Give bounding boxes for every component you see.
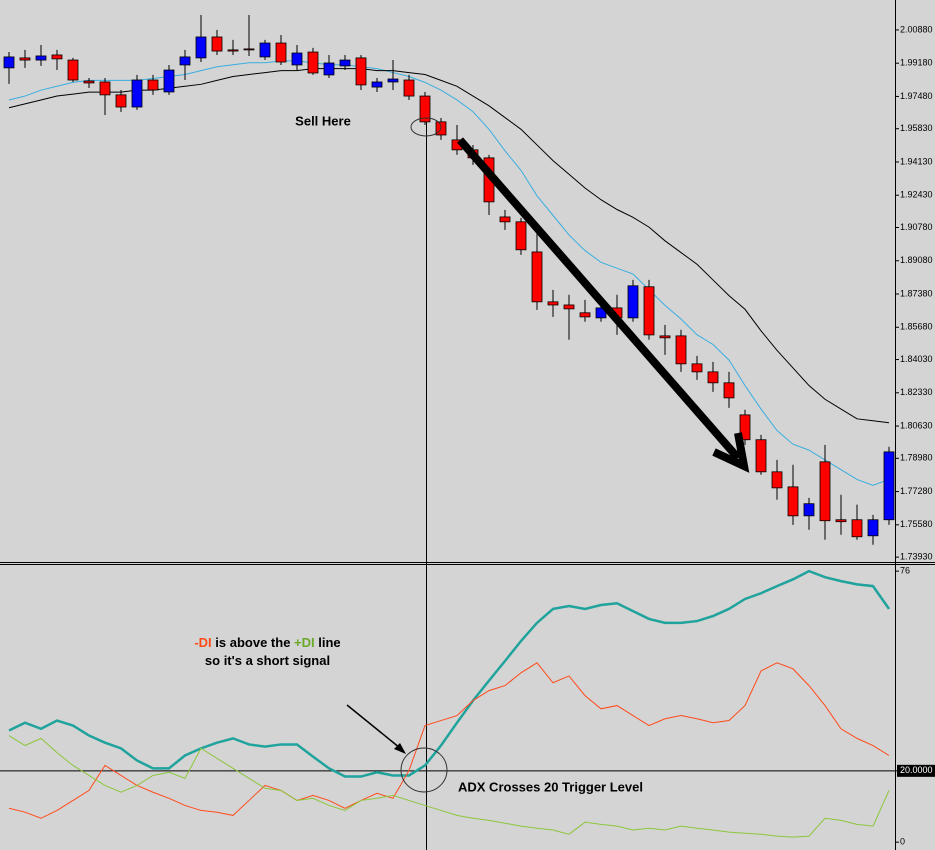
y-tick-label: 1.80630 [900,420,933,430]
candle-body [19,57,31,61]
indicator-line [8,569,891,778]
candle-body [819,461,831,522]
candle-body [115,94,127,108]
candle-body [179,56,191,66]
moving-average [8,60,890,486]
y-tick-label: 1.78980 [900,453,933,463]
candle-body [659,335,671,339]
candle-body [755,439,767,473]
y-tick-label: 1.89080 [900,255,933,265]
y-tick-label: 1.84030 [900,354,933,364]
y-tick-label: 1.92430 [900,190,933,200]
candle-body [211,36,223,52]
y-tick-label: 1.73930 [900,551,933,561]
candle-body [419,95,431,123]
annotation-part: +DI [294,635,315,650]
candle-body [147,79,159,91]
indicator-panel: 76 20.0000 0 [0,566,935,847]
y-tick-label: 2.00880 [900,24,933,34]
candle-body [387,78,399,83]
candle-body [723,382,735,399]
candle-body [883,451,895,521]
y-tick-label: 1.90780 [900,222,933,232]
candle-body [531,251,543,303]
candle-body [83,80,95,84]
candle-body [323,62,335,76]
y-tick-label: 1.99180 [900,58,933,68]
y-tick-label: 1.77280 [900,486,933,496]
y-tick-label: 76 [900,566,910,576]
candle-body [835,519,847,523]
y-tick-label: 1.82330 [900,387,933,397]
candle-body [499,216,511,223]
candle-body [627,285,639,319]
candle-body [291,52,303,66]
candle-body [771,471,783,489]
candle-body [739,414,751,441]
annotation-part: -DI [194,635,212,650]
candle-body [51,54,63,60]
candle-body [691,363,703,373]
candle-body [643,286,655,336]
candle-body [243,48,255,51]
y-tick-label: 0 [900,837,905,847]
y-tick-label: 1.85680 [900,322,933,332]
candle-body [99,81,111,96]
candle-body [275,42,287,63]
candle-body [579,312,591,318]
annotation-part: is above the [211,635,295,650]
pointer-arrow [346,704,401,749]
candle-body [163,69,175,93]
candle-body [515,221,527,251]
annotation-part: line so it's a short signal [204,635,341,668]
candle-body [131,79,143,108]
candle-body [307,51,319,74]
candle-body [403,79,415,97]
candle-body [563,304,575,310]
candle-body [259,42,271,58]
annotation: -DI is above the +DI line so it's a shor… [185,634,350,670]
annotation: ADX Crosses 20 Trigger Level [458,779,643,794]
y-tick-label: 1.95830 [900,123,933,133]
signal-circle [410,117,442,137]
candle-body [227,49,239,52]
indicator-line [8,735,890,838]
candle-body [3,56,15,69]
signal-circle [400,747,448,793]
candle-body [851,519,863,538]
candle-body [339,59,351,67]
indicator-line [8,662,890,819]
candle-body [547,301,559,306]
candle-body [195,36,207,59]
pointer-arrow-head [394,743,406,754]
candle-body [35,55,47,61]
candle-body [67,59,79,81]
candle-body [787,486,799,517]
y-tick-label: 20.0000 [900,765,933,775]
price-panel: 2.00880 1.99180 1.97480 1.95830 1.94130 1.924… [3,15,933,561]
candle-body [371,81,383,88]
candle-body [675,335,687,365]
candle-body [355,57,367,86]
y-tick-label: 1.97480 [900,91,933,101]
y-tick-label-box [897,764,935,777]
trend-arrow-head [712,432,750,473]
annotation: Sell Here [295,113,351,128]
candle-body [707,371,719,384]
y-tick-label: 1.94130 [900,156,933,166]
y-tick-label: 1.75580 [900,519,933,529]
candle-body [803,503,815,517]
candle-body [867,519,879,537]
trend-arrow [456,137,742,461]
y-tick-label: 1.87380 [900,288,933,298]
